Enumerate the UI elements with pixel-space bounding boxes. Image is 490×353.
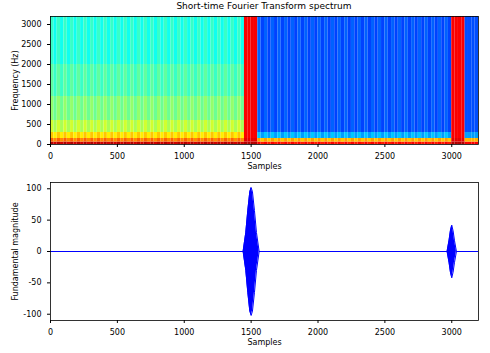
svg-text:2500: 2500 [21, 40, 41, 49]
svg-text:0: 0 [36, 247, 41, 256]
svg-text:100: 100 [26, 184, 41, 193]
svg-text:Samples: Samples [247, 338, 281, 347]
svg-text:3000: 3000 [21, 20, 41, 29]
svg-text:3000: 3000 [442, 152, 462, 161]
svg-text:2500: 2500 [375, 328, 395, 337]
svg-text:0: 0 [48, 152, 53, 161]
svg-text:Fundamental magnitude: Fundamental magnitude [11, 202, 20, 300]
svg-text:1500: 1500 [241, 328, 261, 337]
svg-text:Samples: Samples [247, 162, 281, 171]
svg-text:500: 500 [110, 328, 125, 337]
svg-text:1500: 1500 [21, 80, 41, 89]
svg-text:2500: 2500 [375, 152, 395, 161]
svg-text:0: 0 [36, 140, 41, 149]
svg-text:1000: 1000 [174, 328, 194, 337]
svg-text:1000: 1000 [21, 100, 41, 109]
svg-text:0: 0 [48, 328, 53, 337]
svg-text:500: 500 [110, 152, 125, 161]
svg-text:2000: 2000 [21, 60, 41, 69]
svg-text:3000: 3000 [442, 328, 462, 337]
svg-text:1000: 1000 [174, 152, 194, 161]
svg-text:-100: -100 [23, 310, 41, 319]
html-text:Short-time Fourier Transform s: Short-time Fourier Transform spectrum [176, 1, 352, 11]
svg-text:2000: 2000 [308, 328, 328, 337]
svg-text:Frequency (Hz): Frequency (Hz) [11, 50, 20, 110]
svg-text:2000: 2000 [308, 152, 328, 161]
svg-text:1500: 1500 [241, 152, 261, 161]
svg-text:-50: -50 [28, 278, 41, 287]
svg-text:500: 500 [26, 120, 41, 129]
svg-text:50: 50 [31, 216, 41, 225]
